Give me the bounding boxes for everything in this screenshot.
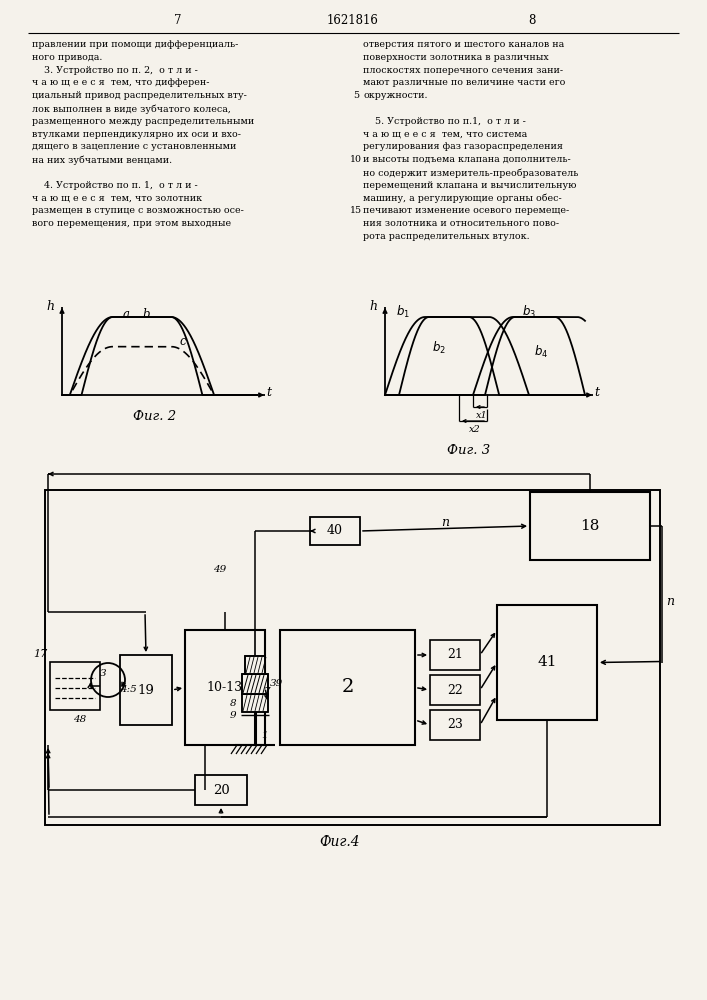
Text: 1621816: 1621816 bbox=[327, 14, 379, 27]
Text: 17: 17 bbox=[33, 649, 47, 659]
Text: циальный привод распределительных вту-: циальный привод распределительных вту- bbox=[32, 91, 247, 100]
Text: ного привода.: ного привода. bbox=[32, 53, 103, 62]
Bar bbox=[530, 492, 650, 560]
Text: 5: 5 bbox=[353, 91, 359, 100]
Text: h: h bbox=[369, 300, 377, 314]
Text: 4. Устройство по п. 1,  о т л и -: 4. Устройство по п. 1, о т л и - bbox=[32, 181, 198, 190]
Text: $b_3$: $b_3$ bbox=[522, 304, 536, 320]
Text: лок выполнен в виде зубчатого колеса,: лок выполнен в виде зубчатого колеса, bbox=[32, 104, 231, 113]
Text: 23: 23 bbox=[447, 718, 463, 732]
Text: c: c bbox=[180, 335, 186, 348]
Text: но содержит измеритель-преобразователь: но содержит измеритель-преобразователь bbox=[363, 168, 578, 178]
Text: b: b bbox=[142, 308, 150, 320]
Text: 7: 7 bbox=[174, 14, 182, 27]
Text: 5. Устройство по п.1,  о т л и -: 5. Устройство по п.1, о т л и - bbox=[363, 117, 526, 126]
Text: 7: 7 bbox=[264, 686, 270, 696]
Text: размещенного между распределительными: размещенного между распределительными bbox=[32, 117, 255, 126]
Text: n: n bbox=[666, 595, 674, 608]
Text: 2: 2 bbox=[341, 678, 354, 696]
Text: 40: 40 bbox=[327, 524, 343, 538]
Text: 20: 20 bbox=[213, 784, 229, 796]
Text: дящего в зацепление с установленными: дящего в зацепление с установленными bbox=[32, 142, 236, 151]
Text: 49: 49 bbox=[214, 566, 227, 574]
Bar bbox=[242, 674, 268, 694]
Text: размещен в ступице с возможностью осе-: размещен в ступице с возможностью осе- bbox=[32, 206, 244, 215]
Text: 10: 10 bbox=[350, 155, 362, 164]
Text: $b_2$: $b_2$ bbox=[432, 340, 446, 356]
Text: x2: x2 bbox=[469, 424, 481, 434]
Text: 9: 9 bbox=[230, 710, 236, 720]
Text: ч а ю щ е е с я  тем, что система: ч а ю щ е е с я тем, что система bbox=[363, 130, 527, 139]
Bar bbox=[50, 662, 100, 710]
Bar bbox=[245, 656, 265, 674]
Text: регулирования фаз газораспределения: регулирования фаз газораспределения bbox=[363, 142, 563, 151]
Text: рота распределительных втулок.: рота распределительных втулок. bbox=[363, 232, 530, 241]
Bar bbox=[430, 640, 480, 670]
Text: 18: 18 bbox=[580, 519, 600, 533]
Text: 8: 8 bbox=[230, 698, 236, 708]
Text: отверстия пятого и шестого каналов на: отверстия пятого и шестого каналов на bbox=[363, 40, 564, 49]
Bar bbox=[242, 694, 268, 712]
Text: x1: x1 bbox=[476, 410, 488, 420]
Text: 1: 1 bbox=[262, 730, 269, 740]
Bar bbox=[120, 655, 172, 725]
Text: $b_1$: $b_1$ bbox=[396, 304, 410, 320]
Bar bbox=[245, 656, 265, 674]
Text: печивают изменение осевого перемеще-: печивают изменение осевого перемеще- bbox=[363, 206, 569, 215]
Text: правлении при помощи дифференциаль-: правлении при помощи дифференциаль- bbox=[32, 40, 238, 49]
Bar bbox=[242, 694, 268, 712]
Bar bbox=[430, 675, 480, 705]
Bar bbox=[430, 710, 480, 740]
Text: n: n bbox=[441, 516, 449, 530]
Text: 4:5: 4:5 bbox=[119, 686, 136, 694]
Text: 21: 21 bbox=[447, 648, 463, 662]
Text: 10-13: 10-13 bbox=[207, 681, 243, 694]
Bar bbox=[497, 605, 597, 720]
Text: окружности.: окружности. bbox=[363, 91, 428, 100]
Text: 48: 48 bbox=[74, 716, 87, 724]
Text: поверхности золотника в различных: поверхности золотника в различных bbox=[363, 53, 549, 62]
Text: t: t bbox=[267, 385, 271, 398]
Bar bbox=[310, 517, 360, 545]
Text: h: h bbox=[46, 300, 54, 314]
Bar bbox=[45, 490, 660, 825]
Text: Фиг. 2: Фиг. 2 bbox=[133, 410, 176, 424]
Text: перемещений клапана и вычислительную: перемещений клапана и вычислительную bbox=[363, 181, 576, 190]
Text: Фиг. 3: Фиг. 3 bbox=[448, 444, 491, 456]
Text: втулками перпендикулярно их оси и вхо-: втулками перпендикулярно их оси и вхо- bbox=[32, 130, 241, 139]
Text: 8: 8 bbox=[528, 14, 536, 27]
Text: a: a bbox=[123, 308, 130, 320]
Bar bbox=[195, 775, 247, 805]
Text: мают различные по величине части его: мают различные по величине части его bbox=[363, 78, 566, 87]
Text: 39: 39 bbox=[270, 680, 284, 688]
Text: на них зубчатыми венцами.: на них зубчатыми венцами. bbox=[32, 155, 172, 165]
Text: вого перемещения, при этом выходные: вого перемещения, при этом выходные bbox=[32, 219, 231, 228]
Text: плоскостях поперечного сечения зани-: плоскостях поперечного сечения зани- bbox=[363, 66, 563, 75]
Text: 15: 15 bbox=[350, 206, 362, 215]
Text: 22: 22 bbox=[447, 684, 463, 696]
Text: 41: 41 bbox=[537, 656, 556, 670]
Text: $b_4$: $b_4$ bbox=[534, 344, 548, 360]
Text: 19: 19 bbox=[138, 684, 154, 696]
Text: ч а ю щ е е с я  тем, что дифферен-: ч а ю щ е е с я тем, что дифферен- bbox=[32, 78, 209, 87]
Text: машину, а регулирующие органы обес-: машину, а регулирующие органы обес- bbox=[363, 194, 562, 203]
Text: ния золотника и относительного пово-: ния золотника и относительного пово- bbox=[363, 219, 559, 228]
Text: и высоты подъема клапана дополнитель-: и высоты подъема клапана дополнитель- bbox=[363, 155, 571, 164]
Text: ч а ю щ е е с я  тем, что золотник: ч а ю щ е е с я тем, что золотник bbox=[32, 194, 202, 203]
Text: 3. Устройство по п. 2,  о т л и -: 3. Устройство по п. 2, о т л и - bbox=[32, 66, 198, 75]
Bar bbox=[185, 630, 265, 745]
Bar bbox=[280, 630, 415, 745]
Text: 3: 3 bbox=[100, 668, 106, 678]
Bar bbox=[242, 674, 268, 694]
Text: t: t bbox=[595, 385, 600, 398]
Text: Фиг.4: Фиг.4 bbox=[320, 835, 361, 849]
